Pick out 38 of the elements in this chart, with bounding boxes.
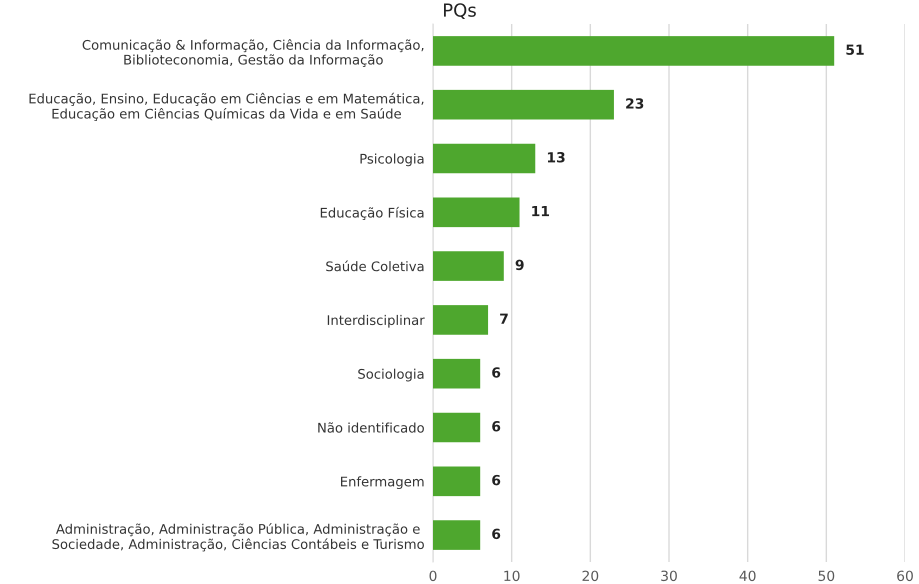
y-tick-label: Comunicação & Informação, Ciência da Informação, Biblioteconomia, Gestão da Informação [82, 39, 424, 68]
y-tick-label: Educação Física [320, 206, 424, 220]
x-tick-label: 50 [818, 570, 834, 582]
data-label: 51 [846, 44, 864, 55]
y-tick-label: Não identificado [318, 422, 424, 433]
data-label: 6 [492, 474, 500, 486]
bar [433, 412, 480, 442]
bar [433, 144, 536, 174]
bar [433, 358, 480, 388]
data-label: 7 [500, 314, 508, 324]
y-tick-label: Enfermagem [341, 476, 424, 490]
x-tick-label: 10 [504, 570, 520, 582]
y-tick-label: Interdisciplinar [328, 314, 425, 328]
data-label: 6 [492, 367, 500, 378]
data-label: 11 [532, 206, 550, 216]
chart-title: PQs [444, 3, 476, 19]
x-tick-label: 0 [429, 570, 436, 582]
bar [433, 520, 480, 550]
y-tick-label: Educação, Ensino, Educação em Ciências e em Matemática, Educação em Ciências Químicas da Vida e em Saúde [30, 92, 424, 122]
bar [433, 466, 480, 496]
x-tick-label: 60 [897, 570, 913, 582]
x-tick-label: 30 [661, 570, 677, 582]
x-tick-label: 40 [740, 570, 756, 582]
bar [433, 90, 614, 120]
bar [433, 305, 488, 335]
bar [433, 36, 834, 66]
data-label: 6 [492, 421, 500, 432]
data-label: 6 [492, 528, 500, 540]
y-tick-label: Sociologia [358, 368, 424, 382]
bar [433, 198, 520, 228]
data-label: 9 [516, 260, 524, 270]
y-tick-label: Psicologia [360, 153, 424, 166]
y-tick-label: Saúde Coletiva [326, 260, 424, 272]
bar [433, 251, 504, 281]
x-tick-label: 20 [582, 570, 598, 582]
y-tick-label: Administração, Administração Pública, Administração e Sociedade, Administração, Ciências Contábeis e Turismo [52, 523, 424, 552]
data-label: 23 [626, 98, 644, 109]
data-label: 13 [548, 152, 565, 163]
